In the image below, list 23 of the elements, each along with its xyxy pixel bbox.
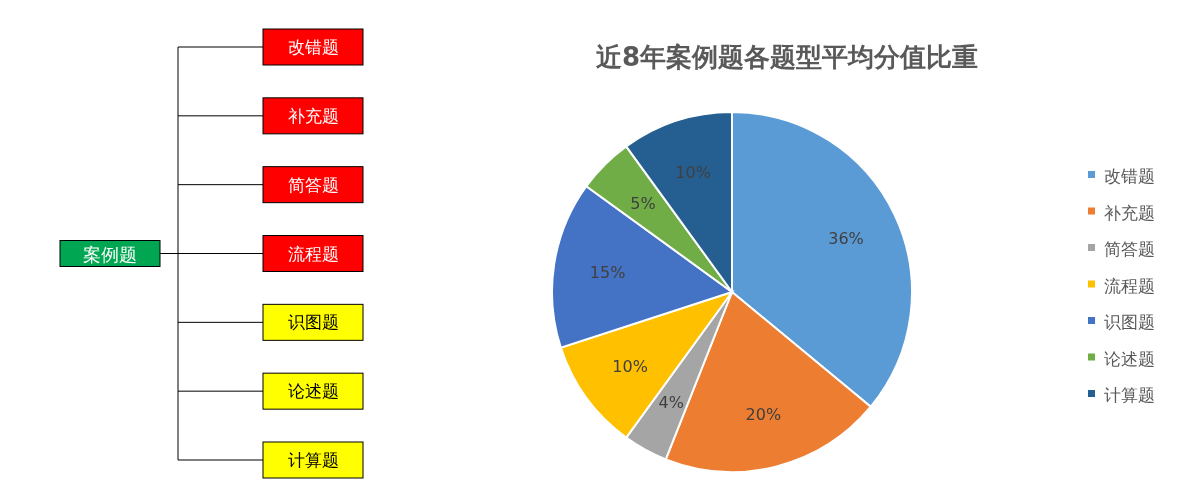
- data-label: 36%: [828, 229, 864, 249]
- data-label: 20%: [745, 405, 782, 425]
- legend-label: 补充题: [1104, 202, 1155, 223]
- text: 计算题: [287, 450, 339, 470]
- data-label: 15%: [589, 263, 626, 283]
- legend-label: 流程题: [1104, 275, 1155, 296]
- text: 论述题: [287, 381, 339, 402]
- legend-label: 计算题: [1104, 385, 1155, 405]
- data-label: 10%: [675, 163, 711, 183]
- text: 简答题: [287, 174, 339, 195]
- text: 补充题: [287, 105, 339, 126]
- text: 案例题: [83, 243, 137, 265]
- legend-label: 识图题: [1104, 312, 1155, 332]
- data-label: 4%: [658, 393, 684, 413]
- text: 改错题: [287, 37, 339, 57]
- legend-label: 改错题: [1104, 166, 1155, 186]
- chart-title: 近8年案例题各题型平均分值比重: [595, 42, 979, 72]
- legend-label: 简答题: [1104, 239, 1155, 259]
- legend-label: 论述题: [1104, 348, 1155, 369]
- data-label: 10%: [612, 357, 648, 377]
- text: 识图题: [287, 312, 339, 333]
- data-label: 5%: [630, 193, 656, 213]
- text: 流程题: [287, 243, 339, 264]
